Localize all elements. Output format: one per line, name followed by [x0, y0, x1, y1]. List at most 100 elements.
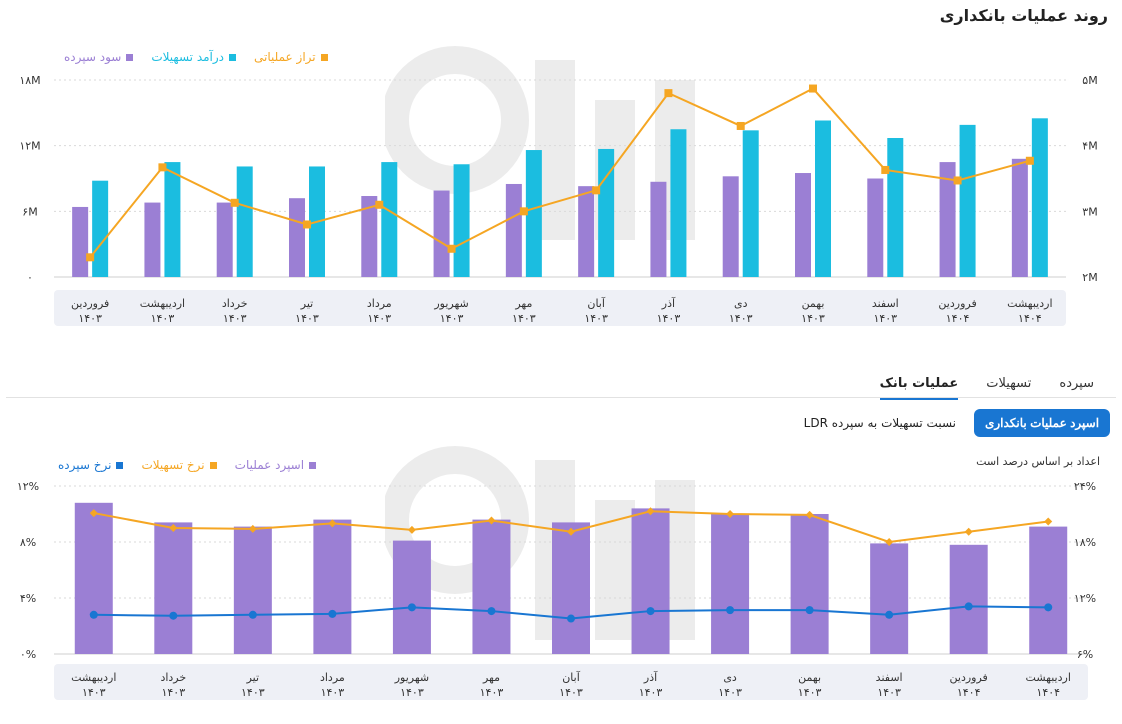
legend-swatch	[320, 53, 328, 61]
tab-bank-operations[interactable]: عملیات بانک	[879, 372, 959, 400]
x-tick-label: مهر	[482, 671, 500, 684]
line-point	[805, 510, 814, 519]
x-tick-year-label: ۱۴۰۳	[321, 686, 345, 699]
x-tick-year-label: ۱۴۰۳	[559, 686, 583, 699]
y-right-tick-label: ۶%	[1077, 648, 1093, 661]
legend-swatch	[309, 461, 317, 469]
line-point	[487, 607, 496, 616]
line-point	[805, 606, 814, 615]
line-point	[230, 198, 239, 207]
line-point	[248, 524, 257, 533]
legend-item-cyan[interactable]: درآمد تسهیلات	[151, 50, 237, 64]
bar-0	[361, 196, 378, 277]
x-tick-year-label: ۱۴۰۳	[400, 686, 424, 699]
bar-0	[1011, 158, 1028, 277]
bar-0	[505, 183, 522, 277]
y-left-tick-label: ۰%	[20, 648, 36, 661]
y-right-tick-label: ۲M	[1082, 271, 1097, 284]
x-tick-label: تیر	[246, 671, 259, 684]
legend-item-line[interactable]: تراز عملیاتی	[254, 50, 328, 64]
bar-0	[949, 544, 988, 654]
y-left-tick-label: ۶M	[22, 205, 37, 218]
x-tick-year-label: ۱۴۰۳	[639, 686, 663, 699]
bar-0	[650, 181, 667, 277]
line-point	[646, 607, 655, 616]
line-point	[953, 176, 962, 185]
x-tick-year-label: ۱۴۰۳	[367, 312, 391, 325]
x-tick-year-label: ۱۴۰۳	[718, 686, 742, 699]
y-right-tick-label: ۳M	[1082, 205, 1097, 218]
x-tick-year-label: ۱۴۰۳	[82, 686, 106, 699]
bar-0	[216, 202, 233, 277]
legend-item-purple[interactable]: اسپرد عملیات	[234, 458, 317, 472]
divider	[6, 397, 1116, 398]
bar-1	[525, 150, 542, 277]
tab-bar: سپرده تسهیلات عملیات بانک	[879, 372, 1094, 400]
legend-label: اسپرد عملیات	[234, 458, 305, 472]
bar-0	[867, 178, 884, 277]
bar-1	[815, 120, 831, 277]
bar-0	[74, 502, 113, 654]
chart1-legend: تراز عملیاتی درآمد تسهیلات سود سپرده	[64, 50, 328, 64]
y-left-tick-label: ۴%	[20, 592, 36, 605]
bar-0	[472, 519, 511, 654]
line-point	[964, 602, 973, 611]
y-left-tick-label: ۱۸M	[19, 74, 40, 87]
x-tick-label: مهر	[514, 297, 532, 310]
chart-bank-operations-trend: ۰ ۶M ۱۲M ۱۸M ۲M ۳M ۴M ۵M فروردین ۱۴۰۳ اردیبهشت ۱۴۰۳…	[19, 74, 1098, 326]
bar-0	[722, 176, 739, 277]
x-tick-label: اردیبهشت	[71, 671, 116, 684]
line-point	[885, 538, 894, 546]
x-tick-year-label: ۱۴۰۳	[151, 312, 175, 325]
tab-deposit[interactable]: سپرده	[1059, 376, 1094, 391]
y-right-tick-label: ۵M	[1082, 74, 1097, 87]
line-point	[375, 200, 384, 209]
bar-1	[164, 162, 181, 277]
legend-item-purple[interactable]: سود سپرده	[64, 50, 134, 64]
line-point	[1044, 517, 1053, 526]
x-tick-year-label: ۱۴۰۳	[241, 686, 265, 699]
line-point	[646, 507, 655, 516]
x-tick-year-label: ۱۴۰۳	[161, 686, 185, 699]
legend-label: نرخ تسهیلات	[141, 458, 205, 472]
bar-0	[790, 514, 829, 654]
legend-item-orange[interactable]: نرخ تسهیلات	[141, 458, 217, 472]
x-tick-year-label: ۱۴۰۳	[512, 312, 536, 325]
tab-facilities[interactable]: تسهیلات	[986, 376, 1032, 391]
x-tick-label: شهریور	[433, 297, 468, 310]
x-tick-year-label: ۱۴۰۳	[440, 312, 464, 325]
x-tick-label: مرداد	[367, 297, 392, 310]
line-point	[407, 603, 416, 612]
line-point	[328, 519, 337, 528]
bar-1	[453, 164, 470, 277]
x-tick-label: خرداد	[160, 671, 186, 684]
x-tick-year-label: ۱۴۰۳	[877, 686, 901, 699]
line-point	[567, 614, 575, 623]
y-right-tick-label: ۱۲%	[1074, 592, 1096, 605]
line-point	[86, 253, 95, 262]
x-tick-label: دی	[734, 297, 748, 310]
legend-item-blue[interactable]: نرخ سپرده	[58, 458, 124, 472]
bar-1	[742, 130, 759, 277]
line-point	[519, 207, 528, 216]
line-point	[592, 186, 601, 195]
x-axis-band	[54, 290, 1066, 326]
bar-0	[289, 198, 305, 277]
y-left-tick-label: ۱۲M	[19, 140, 40, 153]
legend-swatch	[126, 53, 134, 61]
bar-0	[795, 173, 811, 277]
legend-label: تراز عملیاتی	[254, 50, 316, 64]
x-tick-label: فروردین	[938, 297, 976, 310]
line-point	[89, 509, 98, 518]
x-tick-label: تیر	[300, 297, 313, 310]
line-point	[881, 165, 890, 174]
y-left-tick-label: ۱۲%	[17, 480, 39, 493]
line-point	[303, 220, 311, 229]
bar-1	[236, 166, 253, 277]
x-tick-year-label: ۱۴۰۳	[657, 312, 681, 325]
line-point	[487, 516, 496, 525]
ldr-ratio-button[interactable]: نسبت تسهیلات به سپرده LDR	[803, 416, 956, 430]
bar-0	[711, 514, 750, 654]
x-tick-year-label: ۱۴۰۴	[1018, 312, 1042, 325]
spread-operations-button[interactable]: اسپرد عملیات بانکداری	[974, 409, 1110, 437]
